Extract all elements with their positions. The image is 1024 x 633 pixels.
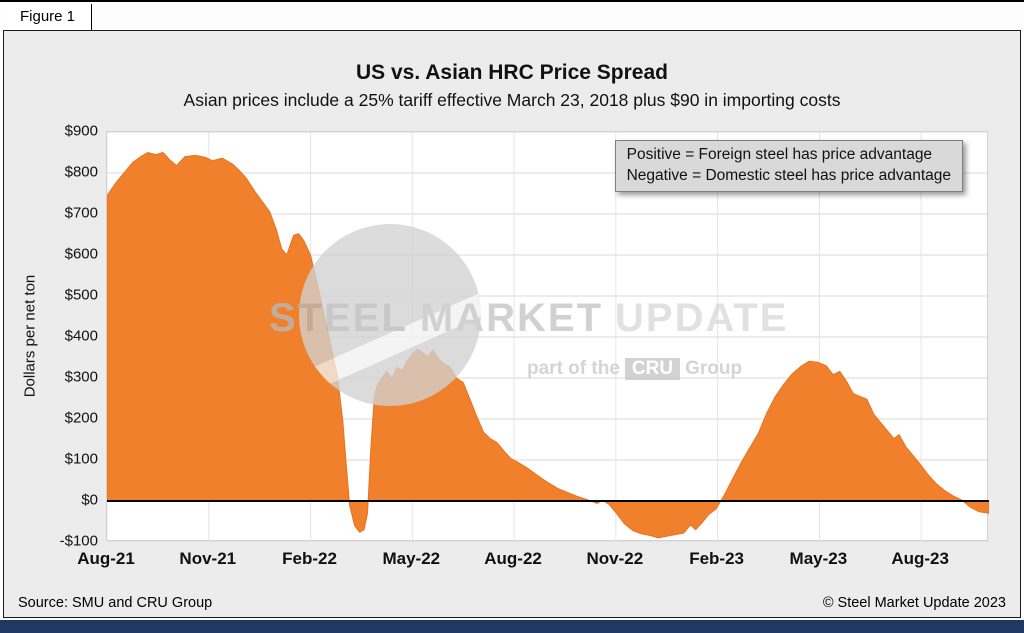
y-axis-tick-labels: $900 $800 $700 $600 $500 $400 $300 $200 $100 $0 -$… — [4, 123, 98, 550]
y-tick-label: $900 — [64, 122, 98, 140]
x-tick-label: Aug-23 — [891, 549, 949, 568]
chart-title: US vs. Asian HRC Price Spread — [355, 61, 668, 84]
y-tick-label: $700 — [64, 204, 98, 222]
x-tick-label: Feb-22 — [282, 549, 337, 568]
chart-panel: US vs. Asian HRC Price Spread Asian pric… — [3, 30, 1021, 618]
y-tick-label: $0 — [81, 491, 98, 509]
x-tick-label: May-23 — [789, 549, 848, 568]
x-tick-label: Aug-22 — [484, 549, 542, 568]
y-tick-label: $600 — [64, 245, 98, 263]
price-spread-area-series — [107, 151, 989, 539]
x-axis-tick-labels: Aug-21 Nov-21 Feb-22 May-22 Aug-22 Nov-22 Feb-… — [77, 549, 988, 575]
chart-subtitle: Asian prices include a 25% tariff effect… — [183, 90, 841, 110]
x-tick-label: May-22 — [382, 549, 441, 568]
y-tick-label: $100 — [64, 450, 98, 468]
price-spread-chart — [107, 132, 989, 542]
y-tick-label: $400 — [64, 327, 98, 345]
bottom-accent-bar — [0, 620, 1024, 633]
y-tick-label: $200 — [64, 409, 98, 427]
footer: Source: SMU and CRU Group © Steel Market… — [18, 595, 1006, 611]
copyright-note: © Steel Market Update 2023 — [822, 595, 1006, 611]
y-tick-label: -$100 — [59, 532, 98, 550]
y-tick-label: $800 — [64, 163, 98, 181]
figure-label: Figure 1 — [2, 4, 93, 30]
x-tick-label: Nov-21 — [179, 549, 237, 568]
y-tick-label: $300 — [64, 368, 98, 386]
y-tick-label: $500 — [64, 286, 98, 304]
x-tick-label: Aug-21 — [77, 549, 135, 568]
plot-area: STEEL MARKET UPDATE part of the CRU Group Po… — [106, 131, 989, 542]
legend-annotation-box: Positive = Foreign steel has price advan… — [614, 140, 963, 192]
annotation-positive: Positive = Foreign steel has price advan… — [626, 146, 933, 163]
source-note: Source: SMU and CRU Group — [18, 595, 213, 611]
x-tick-label: Nov-22 — [586, 549, 644, 568]
x-tick-label: Feb-23 — [689, 549, 745, 568]
annotation-negative: Negative = Domestic steel has price adva… — [626, 167, 951, 184]
